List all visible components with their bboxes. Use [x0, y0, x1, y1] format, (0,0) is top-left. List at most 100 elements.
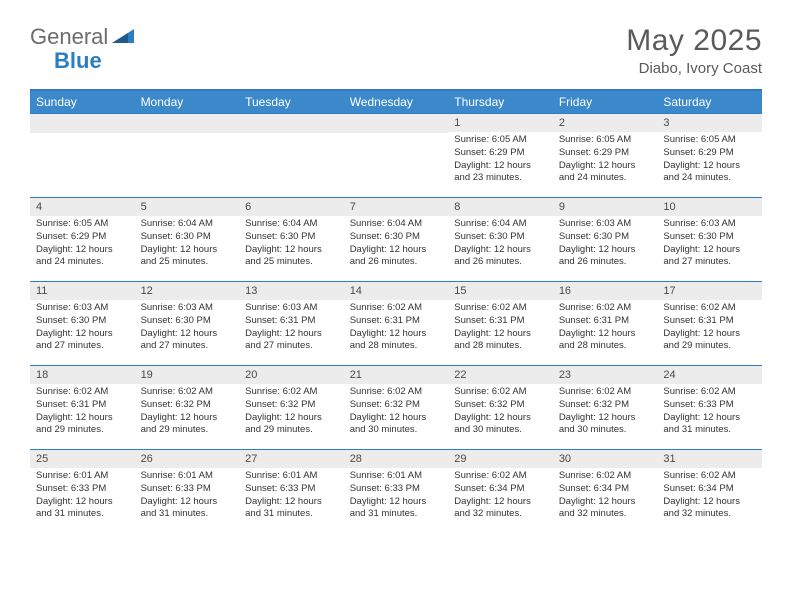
week-row: 4Sunrise: 6:05 AMSunset: 6:29 PMDaylight…: [30, 198, 762, 282]
week-row: 18Sunrise: 6:02 AMSunset: 6:31 PMDayligh…: [30, 366, 762, 450]
day-header-sat: Saturday: [657, 90, 762, 114]
day-number: 28: [344, 450, 449, 468]
day-content: Sunrise: 6:05 AMSunset: 6:29 PMDaylight:…: [553, 132, 658, 187]
day-number: 13: [239, 282, 344, 300]
header: General Blue May 2025 Diabo, Ivory Coast: [30, 24, 762, 77]
day-header-mon: Monday: [135, 90, 240, 114]
title-block: May 2025 Diabo, Ivory Coast: [626, 24, 762, 77]
day-number: 27: [239, 450, 344, 468]
day-header-thu: Thursday: [448, 90, 553, 114]
day-content: Sunrise: 6:02 AMSunset: 6:33 PMDaylight:…: [657, 384, 762, 439]
day-number: 3: [657, 114, 762, 132]
day-cell: 7Sunrise: 6:04 AMSunset: 6:30 PMDaylight…: [344, 198, 449, 282]
day-cell: 20Sunrise: 6:02 AMSunset: 6:32 PMDayligh…: [239, 366, 344, 450]
day-cell: 23Sunrise: 6:02 AMSunset: 6:32 PMDayligh…: [553, 366, 658, 450]
day-content: Sunrise: 6:04 AMSunset: 6:30 PMDaylight:…: [344, 216, 449, 271]
day-number: 30: [553, 450, 658, 468]
day-header-row: Sunday Monday Tuesday Wednesday Thursday…: [30, 90, 762, 114]
day-number: 22: [448, 366, 553, 384]
day-number: 24: [657, 366, 762, 384]
day-cell: 17Sunrise: 6:02 AMSunset: 6:31 PMDayligh…: [657, 282, 762, 366]
day-number: 10: [657, 198, 762, 216]
day-cell: [30, 114, 135, 198]
day-content: Sunrise: 6:02 AMSunset: 6:31 PMDaylight:…: [30, 384, 135, 439]
day-number: 18: [30, 366, 135, 384]
day-number: 11: [30, 282, 135, 300]
day-number: 17: [657, 282, 762, 300]
day-cell: [344, 114, 449, 198]
week-row: 1Sunrise: 6:05 AMSunset: 6:29 PMDaylight…: [30, 114, 762, 198]
logo: General Blue: [30, 24, 134, 50]
day-number: 9: [553, 198, 658, 216]
day-content: Sunrise: 6:02 AMSunset: 6:31 PMDaylight:…: [344, 300, 449, 355]
day-content: Sunrise: 6:02 AMSunset: 6:34 PMDaylight:…: [657, 468, 762, 523]
day-cell: 4Sunrise: 6:05 AMSunset: 6:29 PMDaylight…: [30, 198, 135, 282]
day-number: 6: [239, 198, 344, 216]
calendar-page: General Blue May 2025 Diabo, Ivory Coast…: [0, 0, 792, 558]
day-number: 16: [553, 282, 658, 300]
day-number: 23: [553, 366, 658, 384]
day-cell: 29Sunrise: 6:02 AMSunset: 6:34 PMDayligh…: [448, 450, 553, 534]
day-content: Sunrise: 6:02 AMSunset: 6:31 PMDaylight:…: [553, 300, 658, 355]
day-cell: 11Sunrise: 6:03 AMSunset: 6:30 PMDayligh…: [30, 282, 135, 366]
day-content: Sunrise: 6:02 AMSunset: 6:32 PMDaylight:…: [135, 384, 240, 439]
day-cell: 28Sunrise: 6:01 AMSunset: 6:33 PMDayligh…: [344, 450, 449, 534]
day-cell: 22Sunrise: 6:02 AMSunset: 6:32 PMDayligh…: [448, 366, 553, 450]
day-number: 19: [135, 366, 240, 384]
day-cell: 14Sunrise: 6:02 AMSunset: 6:31 PMDayligh…: [344, 282, 449, 366]
day-number: 12: [135, 282, 240, 300]
day-content: Sunrise: 6:01 AMSunset: 6:33 PMDaylight:…: [135, 468, 240, 523]
day-number: 8: [448, 198, 553, 216]
day-number: 5: [135, 198, 240, 216]
calendar-body: 1Sunrise: 6:05 AMSunset: 6:29 PMDaylight…: [30, 114, 762, 534]
day-cell: 9Sunrise: 6:03 AMSunset: 6:30 PMDaylight…: [553, 198, 658, 282]
day-content: Sunrise: 6:01 AMSunset: 6:33 PMDaylight:…: [344, 468, 449, 523]
day-content: Sunrise: 6:02 AMSunset: 6:32 PMDaylight:…: [239, 384, 344, 439]
day-header-wed: Wednesday: [344, 90, 449, 114]
day-content: Sunrise: 6:03 AMSunset: 6:30 PMDaylight:…: [135, 300, 240, 355]
day-cell: 27Sunrise: 6:01 AMSunset: 6:33 PMDayligh…: [239, 450, 344, 534]
day-cell: 3Sunrise: 6:05 AMSunset: 6:29 PMDaylight…: [657, 114, 762, 198]
day-content: Sunrise: 6:05 AMSunset: 6:29 PMDaylight:…: [657, 132, 762, 187]
day-cell: [135, 114, 240, 198]
empty-day: [30, 114, 135, 133]
day-header-tue: Tuesday: [239, 90, 344, 114]
day-content: Sunrise: 6:04 AMSunset: 6:30 PMDaylight:…: [135, 216, 240, 271]
day-cell: 18Sunrise: 6:02 AMSunset: 6:31 PMDayligh…: [30, 366, 135, 450]
day-number: 21: [344, 366, 449, 384]
empty-day: [344, 114, 449, 133]
day-cell: 21Sunrise: 6:02 AMSunset: 6:32 PMDayligh…: [344, 366, 449, 450]
day-content: Sunrise: 6:02 AMSunset: 6:31 PMDaylight:…: [657, 300, 762, 355]
logo-text-part2: Blue: [54, 48, 102, 74]
day-cell: 6Sunrise: 6:04 AMSunset: 6:30 PMDaylight…: [239, 198, 344, 282]
day-cell: 12Sunrise: 6:03 AMSunset: 6:30 PMDayligh…: [135, 282, 240, 366]
day-cell: 13Sunrise: 6:03 AMSunset: 6:31 PMDayligh…: [239, 282, 344, 366]
day-number: 4: [30, 198, 135, 216]
day-content: Sunrise: 6:02 AMSunset: 6:31 PMDaylight:…: [448, 300, 553, 355]
week-row: 25Sunrise: 6:01 AMSunset: 6:33 PMDayligh…: [30, 450, 762, 534]
day-cell: 25Sunrise: 6:01 AMSunset: 6:33 PMDayligh…: [30, 450, 135, 534]
day-header-sun: Sunday: [30, 90, 135, 114]
logo-text-part1: General: [30, 24, 108, 50]
day-content: Sunrise: 6:02 AMSunset: 6:32 PMDaylight:…: [344, 384, 449, 439]
day-cell: 16Sunrise: 6:02 AMSunset: 6:31 PMDayligh…: [553, 282, 658, 366]
day-content: Sunrise: 6:04 AMSunset: 6:30 PMDaylight:…: [239, 216, 344, 271]
day-number: 26: [135, 450, 240, 468]
day-cell: 1Sunrise: 6:05 AMSunset: 6:29 PMDaylight…: [448, 114, 553, 198]
day-cell: 10Sunrise: 6:03 AMSunset: 6:30 PMDayligh…: [657, 198, 762, 282]
day-number: 29: [448, 450, 553, 468]
day-number: 7: [344, 198, 449, 216]
week-row: 11Sunrise: 6:03 AMSunset: 6:30 PMDayligh…: [30, 282, 762, 366]
day-cell: 19Sunrise: 6:02 AMSunset: 6:32 PMDayligh…: [135, 366, 240, 450]
page-title: May 2025: [626, 24, 762, 58]
day-cell: 26Sunrise: 6:01 AMSunset: 6:33 PMDayligh…: [135, 450, 240, 534]
empty-day: [239, 114, 344, 133]
day-content: Sunrise: 6:04 AMSunset: 6:30 PMDaylight:…: [448, 216, 553, 271]
day-number: 2: [553, 114, 658, 132]
day-number: 20: [239, 366, 344, 384]
calendar-table: Sunday Monday Tuesday Wednesday Thursday…: [30, 89, 762, 534]
day-content: Sunrise: 6:05 AMSunset: 6:29 PMDaylight:…: [448, 132, 553, 187]
day-content: Sunrise: 6:03 AMSunset: 6:31 PMDaylight:…: [239, 300, 344, 355]
day-content: Sunrise: 6:02 AMSunset: 6:34 PMDaylight:…: [553, 468, 658, 523]
day-cell: 8Sunrise: 6:04 AMSunset: 6:30 PMDaylight…: [448, 198, 553, 282]
